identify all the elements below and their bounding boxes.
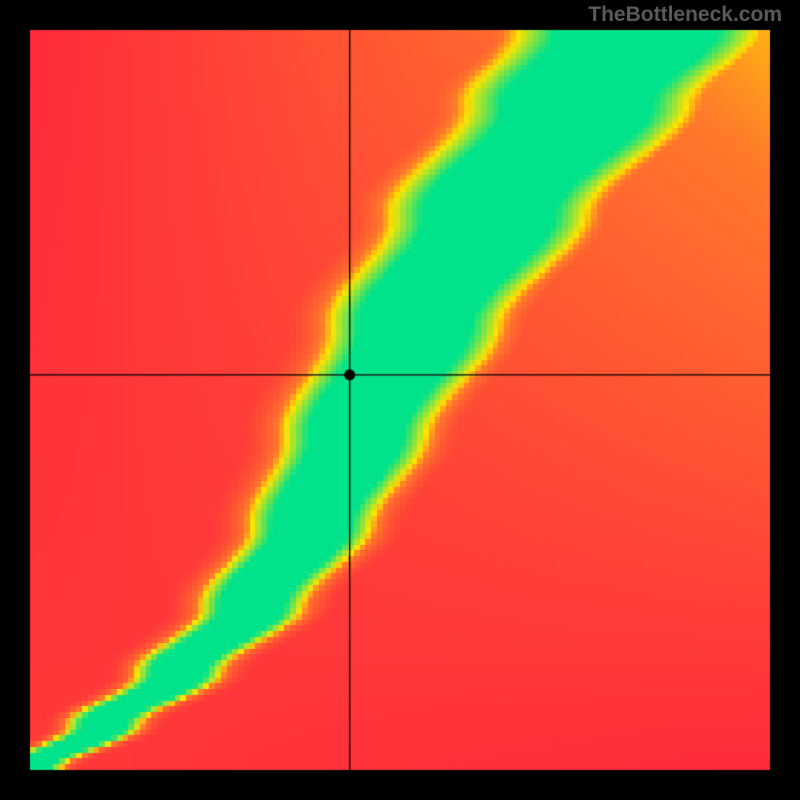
- bottleneck-heatmap: [0, 0, 800, 800]
- chart-wrapper: TheBottleneck.com: [0, 0, 800, 800]
- watermark-text: TheBottleneck.com: [588, 3, 782, 27]
